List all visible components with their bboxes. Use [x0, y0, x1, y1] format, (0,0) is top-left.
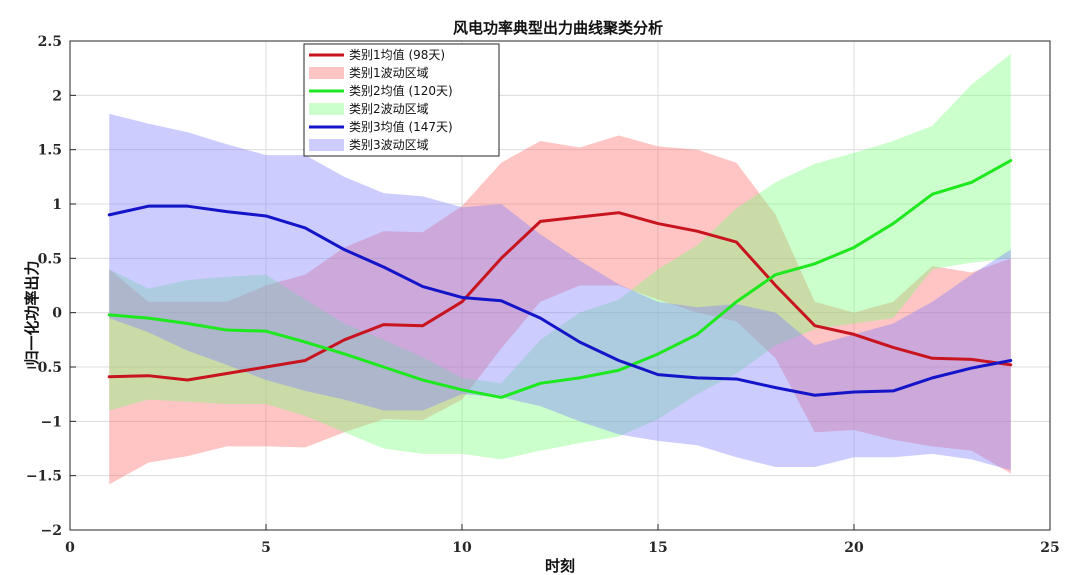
- legend-label-mean-2: 类别2均值 (120天): [349, 83, 453, 98]
- x-tick-label: 10: [452, 540, 472, 556]
- legend-band-swatch-2: [309, 103, 344, 115]
- legend-label-band-2: 类别2波动区域: [349, 102, 429, 116]
- y-tick-label: 2.5: [38, 34, 62, 50]
- mean-line-2: [107, 159, 1013, 399]
- legend-box: [303, 43, 500, 157]
- legend-label-band-1: 类别1波动区域: [349, 66, 429, 80]
- y-tick-label: −2: [41, 523, 62, 539]
- y-tick-label: −1: [41, 414, 62, 430]
- y-tick-label: 0: [52, 306, 62, 322]
- chart-title: 风电功率典型出力曲线聚类分析: [453, 19, 663, 37]
- y-tick-label: 1.5: [38, 143, 62, 159]
- legend-band-swatch-1: [309, 67, 344, 79]
- plot-frame: [69, 40, 1051, 531]
- y-axis-title: 归一化功率出力: [23, 260, 41, 365]
- x-axis-title: 时刻: [545, 557, 575, 575]
- y-tick-label: −1.5: [26, 469, 62, 485]
- x-tick-label: 0: [65, 540, 75, 556]
- legend-label-band-3: 类别3波动区域: [349, 138, 429, 152]
- mean-lines: [107, 159, 1013, 399]
- x-tick-label: 5: [261, 540, 271, 556]
- x-tick-label: 20: [844, 540, 864, 556]
- band-area-3: [109, 113, 1011, 471]
- legend-label-mean-1: 类别1均值 (98天): [349, 47, 445, 62]
- mean-line-1: [107, 211, 1013, 382]
- x-tick-label: 25: [1040, 540, 1059, 556]
- y-tick-label: 0.5: [38, 251, 62, 267]
- band-area-2: [109, 54, 1011, 460]
- mean-line-3: [107, 204, 1013, 397]
- x-tick-label: 15: [648, 540, 667, 556]
- y-tick-label: −0.5: [26, 360, 62, 376]
- legend-label-mean-3: 类别3均值 (147天): [349, 119, 453, 134]
- band-areas: [109, 54, 1011, 485]
- y-tick-label: 1: [52, 197, 62, 213]
- legend-band-swatch-3: [309, 139, 344, 151]
- axis-ticks: 0 5 10 15 20 25 −2 −1.5 −1 −0.5 0 0.5 1 1.5 2 2.5: [26, 34, 1060, 556]
- band-area-1: [109, 135, 1011, 485]
- y-tick-label: 2: [52, 88, 62, 104]
